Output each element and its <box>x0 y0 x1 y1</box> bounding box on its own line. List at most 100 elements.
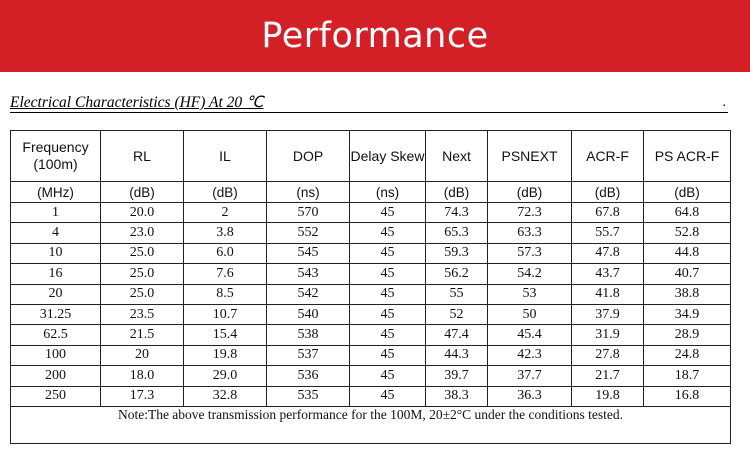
table-cell: 27.8 <box>571 344 644 367</box>
table-cell: 537 <box>266 344 350 367</box>
table-cell: 72.3 <box>487 201 572 224</box>
units-row: (MHz) (dB) (dB) (ns) (ns) (dB) (dB) (dB)… <box>10 181 731 203</box>
table-cell: 63.3 <box>487 222 572 244</box>
table-cell: 1 <box>10 201 101 224</box>
table-cell: 21.7 <box>571 365 644 387</box>
table-cell: 25.0 <box>100 242 184 265</box>
unit-cell: (dB) <box>425 181 488 203</box>
table-cell: 45 <box>349 242 426 265</box>
table-cell: 7.6 <box>183 263 267 285</box>
table-cell: 17.3 <box>100 385 184 407</box>
table-cell: 31.25 <box>10 303 101 326</box>
unit-cell: (ns) <box>266 181 350 203</box>
table-cell: 37.7 <box>487 365 572 387</box>
section-heading-end: . <box>722 95 727 110</box>
table-cell: 52 <box>425 303 488 326</box>
table-cell: 52.8 <box>643 222 731 244</box>
unit-cell: (MHz) <box>10 181 101 203</box>
table-cell: 50 <box>487 303 572 326</box>
table-cell: 570 <box>266 201 350 224</box>
table-cell: 47.8 <box>571 242 644 265</box>
table-cell: 20 <box>10 283 101 305</box>
table-cell: 6.0 <box>183 242 267 265</box>
table-cell: 74.3 <box>425 201 488 224</box>
column-header: PS ACR-F <box>643 130 731 182</box>
table-cell: 32.8 <box>183 385 267 407</box>
table-cell: 47.4 <box>425 324 488 346</box>
column-header: IL <box>183 130 267 182</box>
table-cell: 19.8 <box>571 385 644 407</box>
header-banner: Performance <box>0 0 750 72</box>
table-row: 62.5 21.5 15.4 538 45 47.4 45.4 31.9 28.9 <box>10 324 731 346</box>
section-heading: Electrical Characteristics (HF) At 20 ℃ <box>10 94 264 111</box>
table-row: 250 17.3 32.8 535 45 38.3 36.3 19.8 16.8 <box>10 385 731 407</box>
table-cell: 23.5 <box>100 303 184 326</box>
table-cell: 18.7 <box>643 365 731 387</box>
table-cell: 62.5 <box>10 324 101 346</box>
table-cell: 4 <box>10 222 101 244</box>
table-cell: 45 <box>349 283 426 305</box>
table-cell: 45 <box>349 303 426 326</box>
table-row: 4 23.0 3.8 552 45 65.3 63.3 55.7 52.8 <box>10 222 731 244</box>
column-header: Next <box>425 130 488 182</box>
table-row: 10 25.0 6.0 545 45 59.3 57.3 47.8 44.8 <box>10 242 731 265</box>
table-cell: 21.5 <box>100 324 184 346</box>
table-cell: 100 <box>10 344 101 367</box>
column-header: RL <box>100 130 184 182</box>
table-cell: 45 <box>349 324 426 346</box>
table-cell: 28.9 <box>643 324 731 346</box>
table-cell: 16 <box>10 263 101 285</box>
table-cell: 250 <box>10 385 101 407</box>
section-heading-row: Electrical Characteristics (HF) At 20 ℃ … <box>10 93 728 113</box>
table-cell: 536 <box>266 365 350 387</box>
column-header: DOP <box>266 130 350 182</box>
table-cell: 38.3 <box>425 385 488 407</box>
table-cell: 16.8 <box>643 385 731 407</box>
table-cell: 10.7 <box>183 303 267 326</box>
table-cell: 34.9 <box>643 303 731 326</box>
unit-cell: (dB) <box>571 181 644 203</box>
table-cell: 10 <box>10 242 101 265</box>
table-cell: 65.3 <box>425 222 488 244</box>
table-cell: 64.8 <box>643 201 731 224</box>
table-cell: 25.0 <box>100 263 184 285</box>
page-title: Performance <box>261 16 489 56</box>
table-cell: 41.8 <box>571 283 644 305</box>
table-note: Note:The above transmission performance … <box>10 405 731 444</box>
table-row: 100 20 19.8 537 45 44.3 42.3 27.8 24.8 <box>10 344 731 367</box>
column-header: Frequency (100m) <box>10 130 101 182</box>
column-header: ACR-F <box>571 130 644 182</box>
table-cell: 20 <box>100 344 184 367</box>
table-cell: 42.3 <box>487 344 572 367</box>
table-cell: 18.0 <box>100 365 184 387</box>
column-header: Delay Skew <box>349 130 426 182</box>
table-cell: 15.4 <box>183 324 267 346</box>
table-cell: 59.3 <box>425 242 488 265</box>
table-cell: 543 <box>266 263 350 285</box>
table-row: 16 25.0 7.6 543 45 56.2 54.2 43.7 40.7 <box>10 263 731 285</box>
note-row: Note:The above transmission performance … <box>10 405 731 444</box>
table-cell: 45.4 <box>487 324 572 346</box>
table-cell: 24.8 <box>643 344 731 367</box>
table-cell: 25.0 <box>100 283 184 305</box>
table-cell: 538 <box>266 324 350 346</box>
table-cell: 535 <box>266 385 350 407</box>
table-cell: 29.0 <box>183 365 267 387</box>
table-cell: 3.8 <box>183 222 267 244</box>
unit-cell: (dB) <box>100 181 184 203</box>
performance-table: Frequency (100m) RL IL DOP Delay Skew Ne… <box>10 130 731 444</box>
unit-cell: (dB) <box>487 181 572 203</box>
table-cell: 56.2 <box>425 263 488 285</box>
table-cell: 55.7 <box>571 222 644 244</box>
table-cell: 200 <box>10 365 101 387</box>
table-cell: 45 <box>349 222 426 244</box>
table-cell: 545 <box>266 242 350 265</box>
table-cell: 67.8 <box>571 201 644 224</box>
table-row: 200 18.0 29.0 536 45 39.7 37.7 21.7 18.7 <box>10 365 731 387</box>
unit-cell: (dB) <box>643 181 731 203</box>
header-row: Frequency (100m) RL IL DOP Delay Skew Ne… <box>10 130 731 182</box>
table-cell: 43.7 <box>571 263 644 285</box>
table-cell: 552 <box>266 222 350 244</box>
table-cell: 542 <box>266 283 350 305</box>
table-cell: 19.8 <box>183 344 267 367</box>
